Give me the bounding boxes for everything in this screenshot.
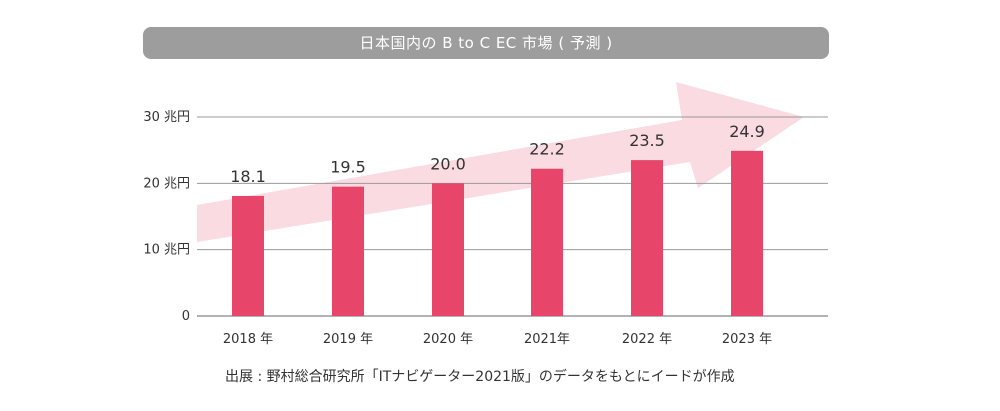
y-tick-labels: 0 10 兆円 20 兆円 30 兆円 <box>143 110 190 324</box>
y-tick-label: 20 兆円 <box>143 176 190 191</box>
bar <box>531 168 563 316</box>
value-label: 24.9 <box>729 122 765 141</box>
x-tick-label: 2023 年 <box>722 332 772 347</box>
x-tick-label: 2019 年 <box>323 332 373 347</box>
bar <box>432 183 464 316</box>
trend-arrow <box>197 82 804 242</box>
value-label: 18.1 <box>230 167 266 186</box>
value-label: 20.0 <box>430 154 466 173</box>
bars <box>232 150 763 316</box>
y-tick-label: 10 兆円 <box>143 243 190 258</box>
x-tick-label: 2022 年 <box>622 332 672 347</box>
bar <box>232 195 264 316</box>
value-label: 19.5 <box>330 158 366 177</box>
grid-lines <box>197 116 828 317</box>
bar <box>332 186 364 316</box>
value-label: 23.5 <box>629 131 665 150</box>
y-tick-label: 30 兆円 <box>143 110 190 125</box>
x-tick-label: 2020 年 <box>423 332 473 347</box>
x-tick-labels: 2018 年 2019 年 2020 年 2021年 2022 年 2023 年 <box>223 332 772 347</box>
chart-title: 日本国内の B to C EC 市場 ( 予測 ) <box>143 27 829 59</box>
source-note: 出展 : 野村総合研究所「ITナビゲーター2021版」のデータをもとにイードが作… <box>225 369 735 385</box>
value-labels: 18.1 19.5 20.0 22.2 23.5 24.9 <box>230 122 765 186</box>
bar <box>731 150 763 316</box>
y-tick-label: 0 <box>182 309 190 324</box>
x-tick-label: 2018 年 <box>223 332 273 347</box>
value-label: 22.2 <box>529 140 565 159</box>
bar <box>631 160 663 316</box>
x-tick-label: 2021年 <box>524 332 570 347</box>
